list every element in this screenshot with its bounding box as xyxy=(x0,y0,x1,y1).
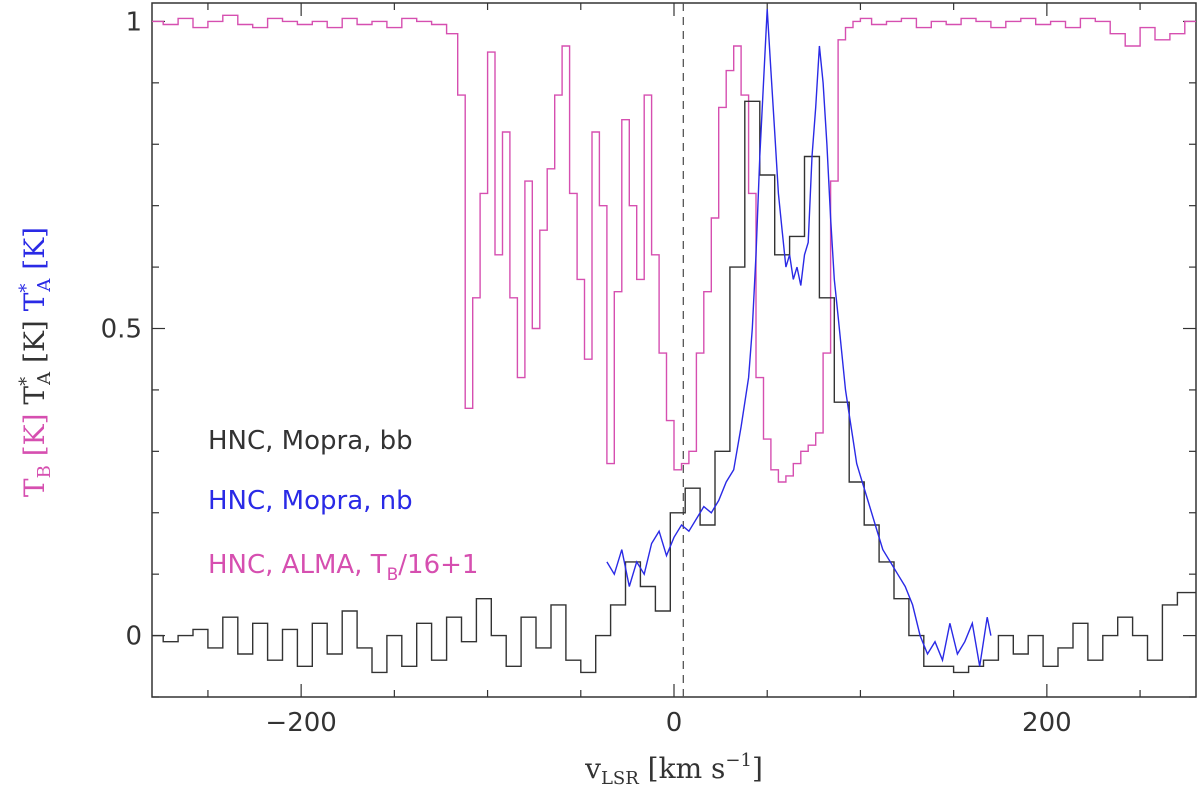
legend-entry-alma: HNC, ALMA, TB/16+1 xyxy=(208,550,478,585)
y-tick-label: 0 xyxy=(125,622,142,652)
plot-frame xyxy=(151,2,1197,698)
legend-entry-mopra-bb: HNC, Mopra, bb xyxy=(208,426,413,456)
x-axis-label: vLSR [km s−1] xyxy=(584,750,763,789)
y-tick-label: 0.5 xyxy=(101,315,142,345)
y-axis-label: TB [K] T*A [K] T*A [K] xyxy=(16,227,55,497)
axis-ticks xyxy=(152,3,1196,698)
series-line-0 xyxy=(152,14,1196,483)
y-label-blue-unit: [K] xyxy=(18,227,51,279)
legend: HNC, Mopra, bb HNC, Mopra, nb HNC, ALMA,… xyxy=(208,426,478,585)
x-label-end: ] xyxy=(752,752,763,785)
tick-labels: −200 0 200 0 0.5 1 xyxy=(101,7,1072,738)
legend-alma-main: HNC, ALMA, T xyxy=(208,550,387,580)
legend-alma-after: /16+1 xyxy=(398,550,478,580)
x-tick-label: −200 xyxy=(265,708,336,738)
legend-entry-mopra-nb: HNC, Mopra, nb xyxy=(208,486,413,516)
y-label-blue-main: T xyxy=(18,292,51,311)
series-layer xyxy=(152,9,1196,674)
y-label-black-main: T xyxy=(18,386,51,405)
y-label-pink-unit: [K] xyxy=(18,405,51,466)
y-label-black-unit: [K] xyxy=(18,311,51,372)
x-label-rest: [km s xyxy=(639,752,726,785)
y-label-pink-sub: B xyxy=(34,465,55,478)
y-label-pink-main: T xyxy=(18,478,51,497)
legend-alma-sub: B xyxy=(387,565,399,585)
series-line-1 xyxy=(152,100,1196,674)
y-label-black-sub: A xyxy=(34,371,55,386)
y-label-blue-sub: A xyxy=(34,278,55,293)
x-tick-label: 0 xyxy=(666,708,683,738)
x-tick-label: 200 xyxy=(1022,708,1072,738)
y-tick-label: 1 xyxy=(125,7,142,37)
x-label-sub: LSR xyxy=(601,768,639,789)
x-label-main: v xyxy=(584,752,601,785)
y-label-blue-sup: * xyxy=(16,284,37,293)
x-label-sup: −1 xyxy=(725,750,752,771)
series-line-2 xyxy=(606,9,992,667)
y-label-black-sup: * xyxy=(16,377,37,386)
